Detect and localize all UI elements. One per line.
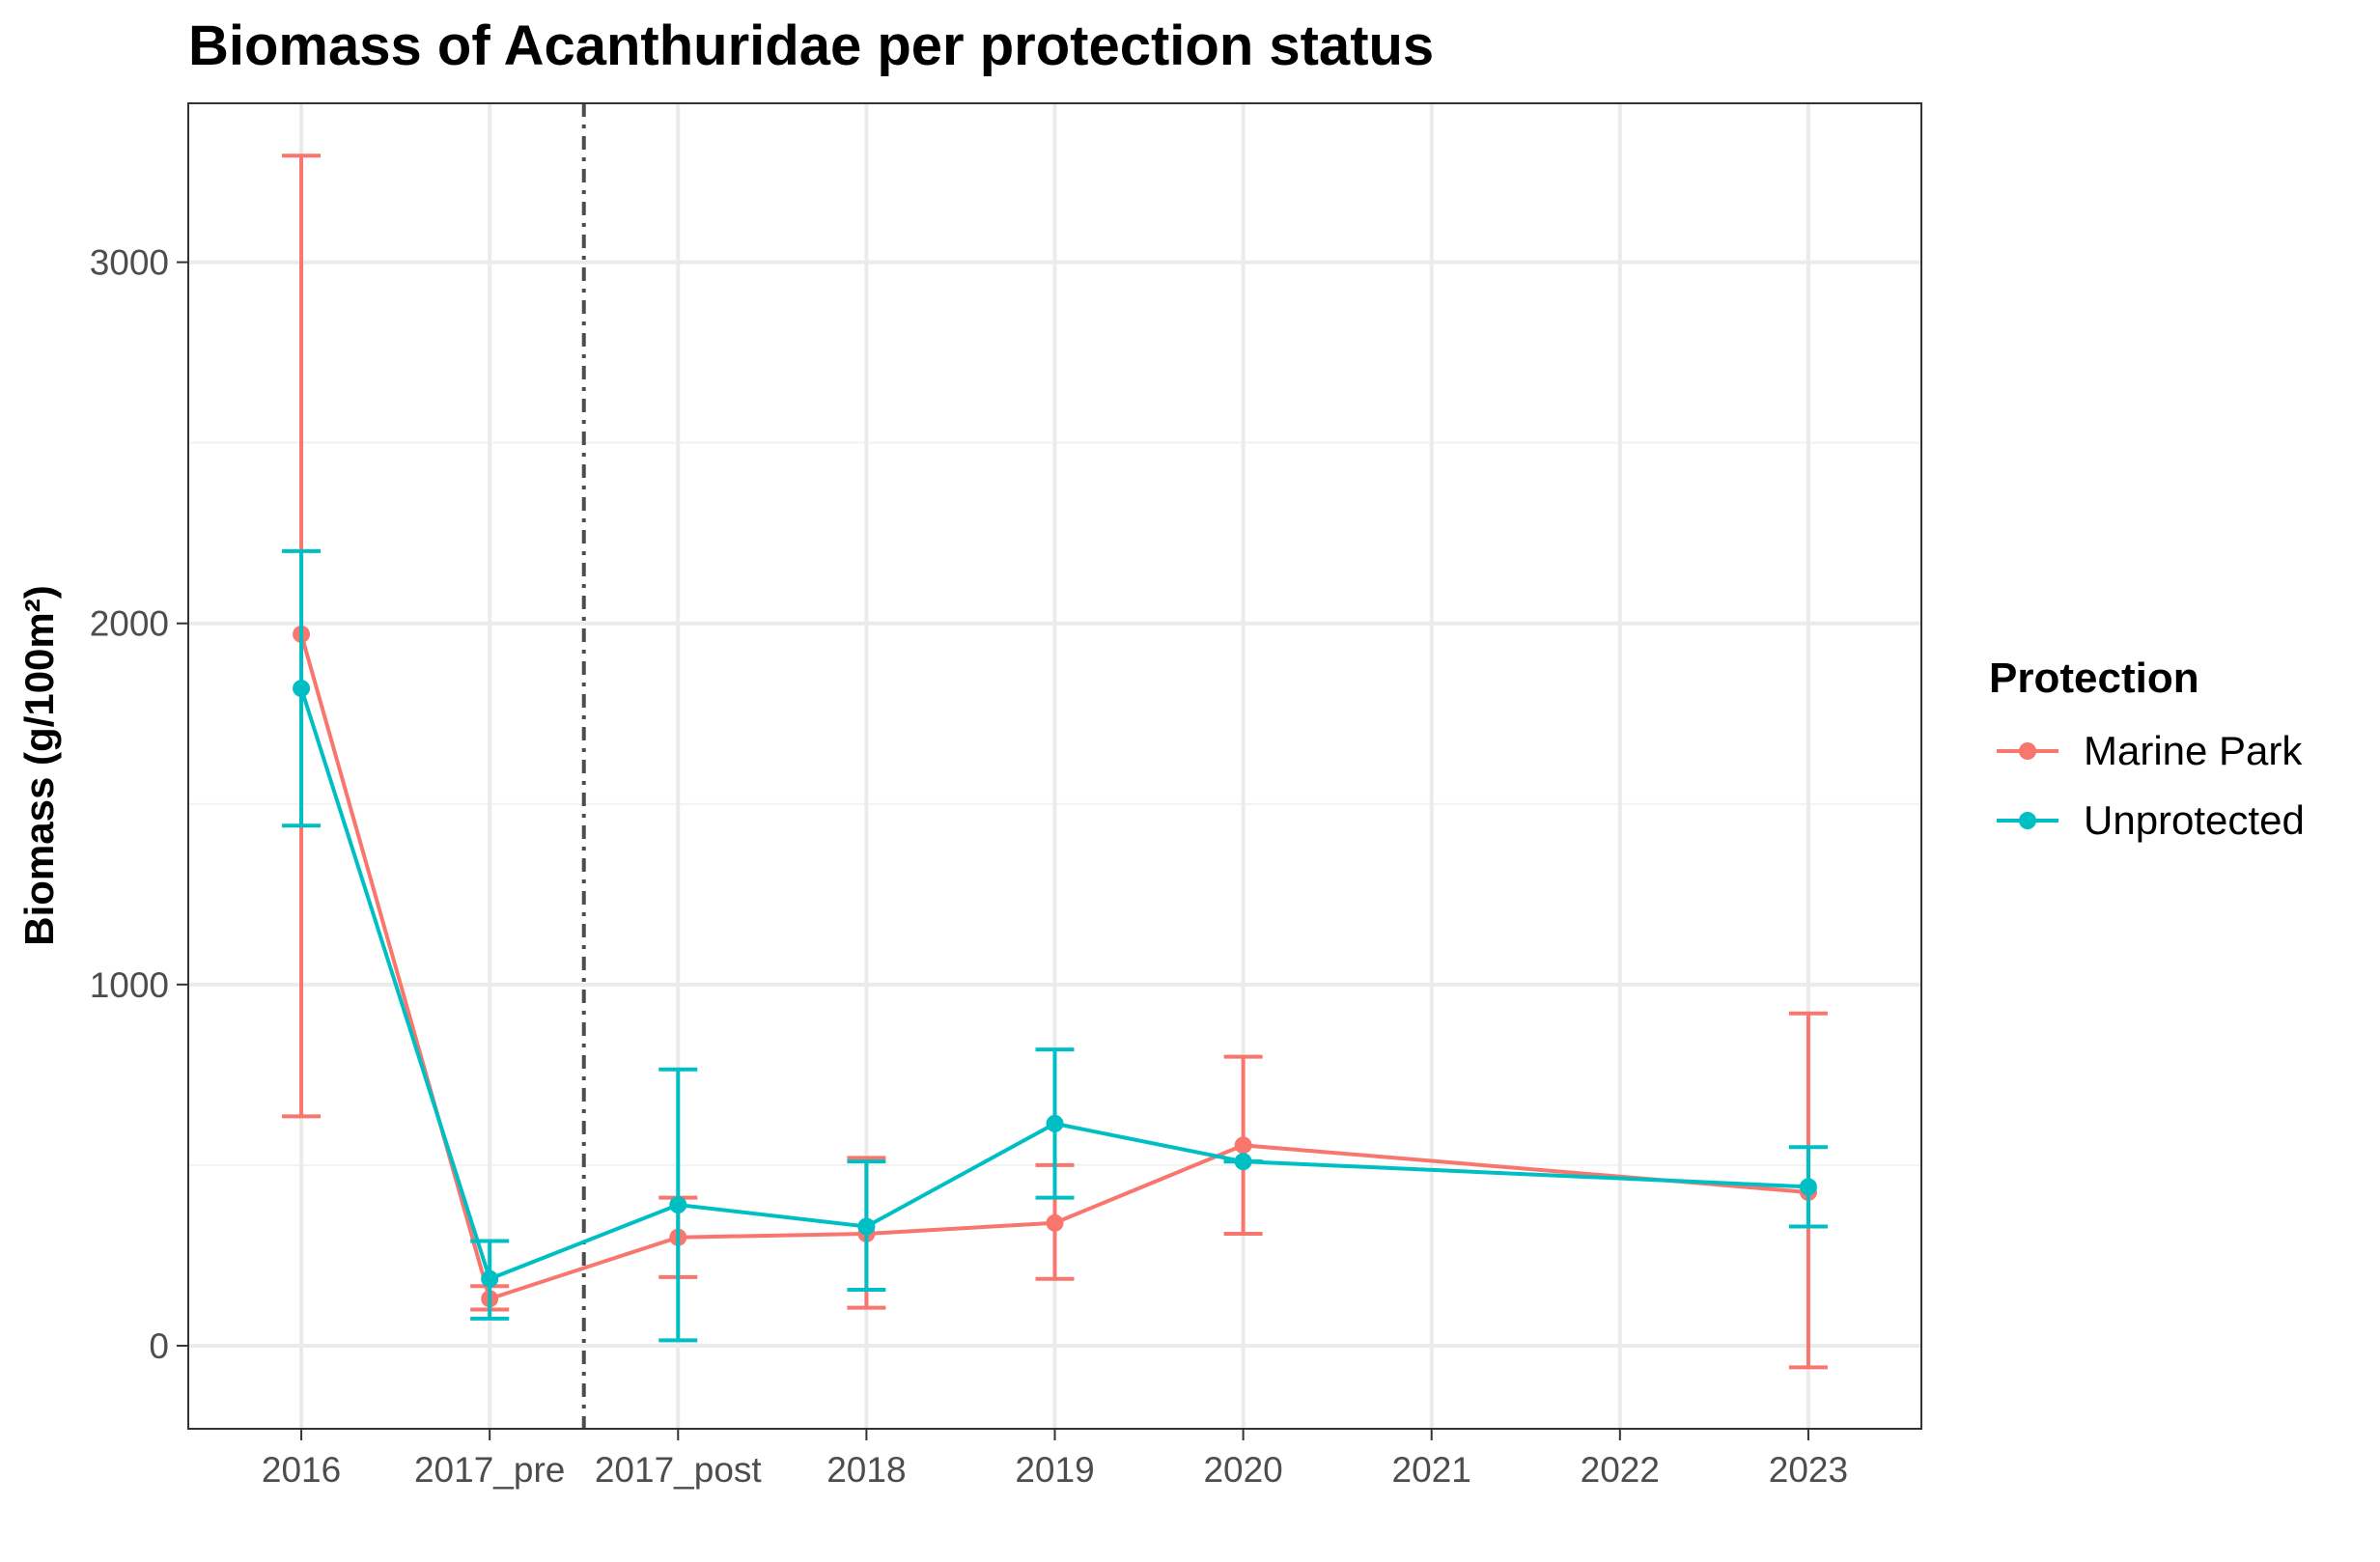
data-point	[1046, 1114, 1064, 1132]
data-point	[481, 1269, 499, 1288]
y-tick-label: 0	[149, 1326, 169, 1366]
x-tick-label: 2018	[826, 1450, 906, 1490]
data-point	[293, 680, 311, 698]
data-point	[1046, 1213, 1064, 1232]
x-tick-label: 2021	[1392, 1450, 1471, 1490]
x-tick-label: 2017_pre	[414, 1450, 565, 1490]
legend-key-unprotected	[1989, 801, 2066, 840]
legend-label: Marine Park	[2084, 728, 2303, 773]
x-tick-label: 2017_post	[595, 1450, 763, 1490]
data-point	[857, 1217, 876, 1236]
x-tick-label: 2019	[1015, 1450, 1094, 1490]
data-point	[1799, 1178, 1817, 1196]
legend-title: Protection	[1989, 655, 2199, 702]
data-point	[1234, 1136, 1252, 1155]
y-axis-title: Biomass (g/100m²)	[16, 585, 62, 945]
legend-item-marine-park: Marine Park	[1989, 716, 2305, 786]
series-unprotected	[282, 548, 1828, 1343]
series-group	[282, 153, 1828, 1370]
data-point	[669, 1196, 687, 1214]
x-tick-label: 2020	[1203, 1450, 1282, 1490]
x-tick-label: 2023	[1769, 1450, 1848, 1490]
legend-item-unprotected: Unprotected	[1989, 786, 2305, 855]
x-tick-label: 2016	[262, 1450, 341, 1490]
y-tick-label: 2000	[90, 604, 169, 644]
data-point	[1234, 1153, 1252, 1171]
chart-title: Biomass of Acanthuridae per protection s…	[188, 14, 1435, 77]
legend: Protection Marine Park Unprotected	[1989, 655, 2305, 855]
legend-key-marine-park	[1989, 732, 2066, 770]
axes: 0 1000 2000 3000 2016 2017_pre 2017_post 2018 20…	[90, 243, 1848, 1490]
y-tick-label: 1000	[90, 965, 169, 1005]
legend-label: Unprotected	[2084, 797, 2305, 843]
x-tick-label: 2022	[1581, 1450, 1660, 1490]
y-tick-label: 3000	[90, 243, 169, 283]
